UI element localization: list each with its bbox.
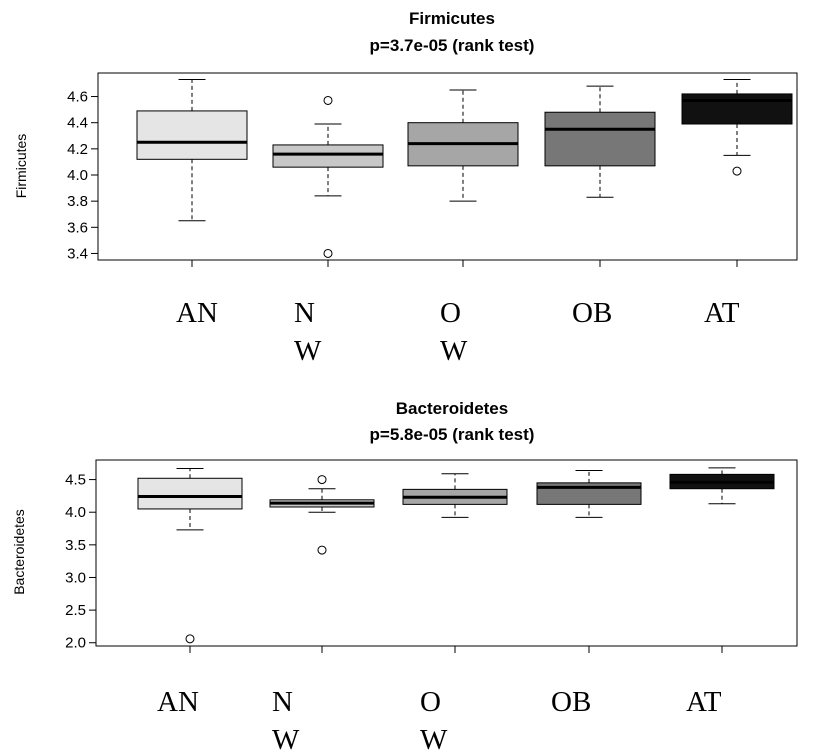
chart-subtitle: p=5.8e-05 (rank test) <box>370 425 535 444</box>
group-label: OB <box>572 297 612 329</box>
y-tick-label: 4.4 <box>67 115 88 132</box>
box-0 <box>137 467 243 653</box>
box-2 <box>407 89 519 267</box>
chart-title: Bacteroidetes <box>396 399 508 418</box>
group-label: N <box>294 297 315 329</box>
outlier-point <box>323 95 333 105</box>
outlier-point <box>317 475 327 485</box>
group-label: W <box>440 335 468 367</box>
y-tick-label: 3.6 <box>67 219 88 236</box>
y-tick-label: 4.0 <box>65 504 86 521</box>
outlier-point <box>317 545 327 555</box>
group-label: O <box>440 297 461 329</box>
box-iqr <box>136 110 248 160</box>
box-0 <box>136 79 248 267</box>
box-iqr <box>681 93 793 125</box>
outlier-point <box>323 248 333 258</box>
y-axis-label: Firmicutes <box>13 134 29 199</box>
firmicutes-panel: Firmicutes p=3.7e-05 (rank test) 3.4 3.6 3.8… <box>13 9 798 367</box>
group-label: W <box>420 724 448 754</box>
box-3 <box>536 469 642 653</box>
y-tick-label: 4.0 <box>67 167 88 184</box>
group-label: N <box>272 686 293 718</box>
y-tick-label: 3.5 <box>65 537 86 554</box>
chart-title: Firmicutes <box>409 9 495 28</box>
y-tick-label: 2.5 <box>65 602 86 619</box>
group-label: O <box>420 686 441 718</box>
outlier-point <box>185 634 195 644</box>
plot-frame <box>97 72 798 261</box>
box-4 <box>681 79 793 267</box>
y-axis-label: Bacteroidetes <box>11 509 27 595</box>
bacteroidetes-panel: Bacteroidetes p=5.8e-05 (rank test) 2.0 2.5… <box>11 399 798 754</box>
box-2 <box>402 473 508 653</box>
chart-subtitle: p=3.7e-05 (rank test) <box>370 36 535 55</box>
group-label: W <box>272 724 300 754</box>
group-label: AN <box>176 297 218 329</box>
box-iqr <box>272 144 384 168</box>
group-label: AT <box>704 297 740 329</box>
box-1 <box>272 95 384 267</box>
group-label: AT <box>686 686 722 718</box>
y-tick-label: 4.5 <box>65 472 86 489</box>
outlier-point <box>732 166 742 176</box>
plot-frame <box>95 459 798 647</box>
y-tick-label: 3.4 <box>67 245 88 262</box>
group-label: AN <box>157 686 199 718</box>
y-tick-label: 3.8 <box>67 193 88 210</box>
y-tick-label: 4.6 <box>67 89 88 106</box>
box-4 <box>669 467 775 653</box>
group-label: OB <box>551 686 591 718</box>
y-tick-label: 3.0 <box>65 569 86 586</box>
y-tick-label: 2.0 <box>65 635 86 652</box>
group-label: W <box>294 335 322 367</box>
box-3 <box>544 85 656 267</box>
box-iqr <box>544 111 656 167</box>
box-iqr <box>137 477 243 510</box>
y-tick-label: 4.2 <box>67 141 88 158</box>
box-1 <box>269 475 375 653</box>
